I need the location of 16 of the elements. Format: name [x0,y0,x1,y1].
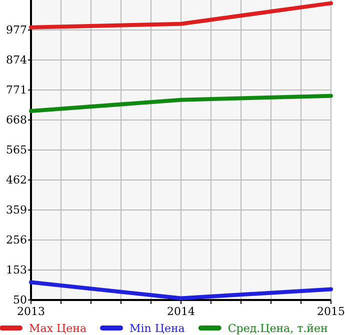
y-tick-label: 359 [6,204,27,217]
y-tick-label: 771 [6,84,27,97]
legend-label: Min Цена [130,322,186,335]
x-tick-label: 2015 [317,304,345,318]
y-tick-label: 153 [6,264,27,277]
y-tick-label: 256 [6,234,27,247]
y-tick-label: 462 [6,174,27,187]
x-tick-label: 2014 [167,304,195,318]
y-tick-label: 874 [6,54,27,67]
legend-label: Сред.Цена, т.йен [228,322,328,335]
y-tick-label: 565 [6,144,27,157]
y-tick-label: 668 [6,114,27,127]
x-tick-label: 2013 [17,304,45,318]
legend-label: Max Цена [29,322,87,335]
y-tick-label: 977 [6,24,27,37]
y-tick-label: 50 [13,294,27,307]
